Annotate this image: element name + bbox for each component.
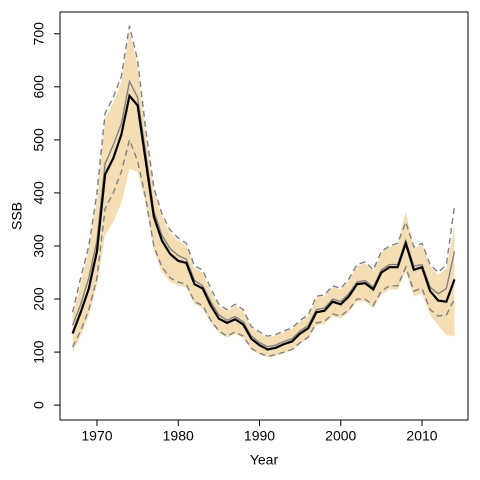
y-tick-label: 100 xyxy=(31,340,47,364)
x-tick-label: 2000 xyxy=(325,428,356,444)
series-line xyxy=(71,137,456,358)
y-tick-label: 600 xyxy=(31,75,47,99)
x-tick-label: 2010 xyxy=(406,428,437,444)
x-axis-label: Year xyxy=(250,452,279,468)
x-tick-label: 1990 xyxy=(244,428,275,444)
confidence-band xyxy=(72,31,455,358)
plot-frame xyxy=(59,11,469,421)
y-axis-label: SSB xyxy=(9,202,25,230)
series-line xyxy=(71,25,456,337)
y-tick-label: 700 xyxy=(31,22,47,46)
y-tick-label: 300 xyxy=(31,234,47,258)
y-tick-label: 400 xyxy=(31,181,47,205)
x-tick-label: 1970 xyxy=(81,428,112,444)
x-tick-label: 1980 xyxy=(163,428,194,444)
y-tick-label: 200 xyxy=(31,287,47,311)
series-line xyxy=(71,93,456,351)
series-line xyxy=(71,79,456,348)
y-tick-label: 0 xyxy=(31,401,47,409)
y-tick-label: 500 xyxy=(31,128,47,152)
